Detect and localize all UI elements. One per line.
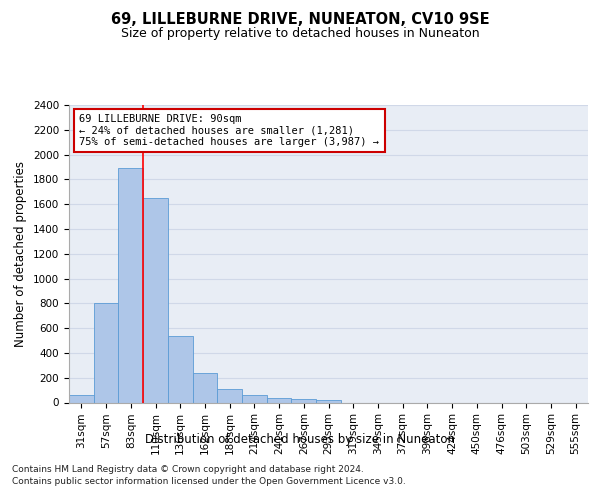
Bar	[292, 399, 316, 402]
Bar	[143, 198, 168, 402]
Bar	[316, 400, 341, 402]
Text: Contains public sector information licensed under the Open Government Licence v3: Contains public sector information licen…	[12, 478, 406, 486]
Text: Distribution of detached houses by size in Nuneaton: Distribution of detached houses by size …	[145, 432, 455, 446]
Y-axis label: Number of detached properties: Number of detached properties	[14, 161, 28, 347]
Bar	[193, 373, 217, 402]
Bar	[242, 396, 267, 402]
Text: Contains HM Land Registry data © Crown copyright and database right 2024.: Contains HM Land Registry data © Crown c…	[12, 465, 364, 474]
Bar	[118, 168, 143, 402]
Text: 69 LILLEBURNE DRIVE: 90sqm
← 24% of detached houses are smaller (1,281)
75% of s: 69 LILLEBURNE DRIVE: 90sqm ← 24% of deta…	[79, 114, 379, 147]
Bar	[94, 304, 118, 402]
Bar	[267, 398, 292, 402]
Bar	[168, 336, 193, 402]
Text: 69, LILLEBURNE DRIVE, NUNEATON, CV10 9SE: 69, LILLEBURNE DRIVE, NUNEATON, CV10 9SE	[110, 12, 490, 28]
Bar	[69, 395, 94, 402]
Text: Size of property relative to detached houses in Nuneaton: Size of property relative to detached ho…	[121, 28, 479, 40]
Bar	[217, 390, 242, 402]
